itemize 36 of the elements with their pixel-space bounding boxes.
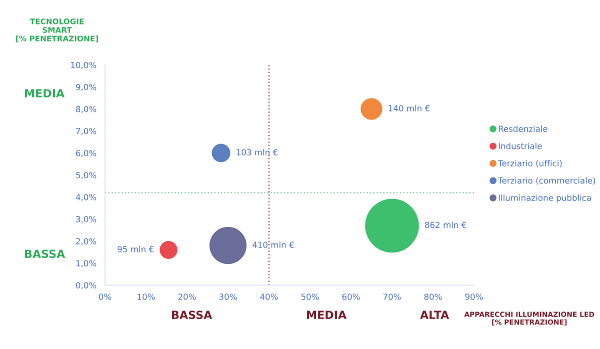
x-tick-label: 0% [98, 294, 112, 300]
annotation: 862 mln € [425, 222, 466, 228]
annotation: 95 mln € [118, 246, 154, 252]
x-tick-label: 10% [138, 294, 155, 300]
x-tick-label: 70% [383, 294, 401, 300]
x-tick-label: 50% [301, 294, 319, 300]
legend-label: Industriale [498, 142, 542, 150]
text: MEDIA [25, 89, 65, 98]
x-tick-label: 80% [424, 294, 442, 300]
annotation: 103 mln € [236, 148, 278, 156]
x-tick-label: 20% [178, 294, 196, 300]
y-tick-label: 4,0% [76, 194, 96, 202]
y-tick-label: 0,0% [76, 282, 96, 290]
annotation: 410 mln € [252, 241, 294, 248]
legend-label: Terziario (commerciale) [498, 177, 596, 185]
text: BASSA [172, 310, 212, 320]
text: MEDIA [307, 310, 347, 319]
y-tick-label: 8,0% [76, 106, 96, 114]
x-tick-label: 60% [342, 294, 360, 300]
y-tick-label: 7,0% [76, 128, 96, 136]
y-tick-label: 3,0% [76, 216, 96, 224]
x-tick-label: 30% [219, 294, 237, 300]
y-tick-label: 1,0% [76, 260, 96, 268]
legend-label: Terziario (uffici) [498, 160, 562, 168]
x-tick-label: 90% [465, 294, 483, 300]
annotation: 140 mln € [388, 104, 430, 112]
legend-label: Resdenziale [498, 126, 548, 132]
y-tick-label: 10,0% [71, 62, 96, 70]
text: ALTA [420, 310, 450, 319]
text: BASSA [25, 250, 66, 258]
y-tick-label: 9,0% [76, 84, 96, 92]
y-tick-label: 5,0% [76, 172, 96, 180]
x-tick-label: 40% [260, 294, 278, 300]
y-tick-label: 6,0% [76, 150, 96, 158]
legend-label: Illuminazione pubblica [498, 194, 591, 203]
y-tick-label: 2,0% [76, 238, 96, 246]
